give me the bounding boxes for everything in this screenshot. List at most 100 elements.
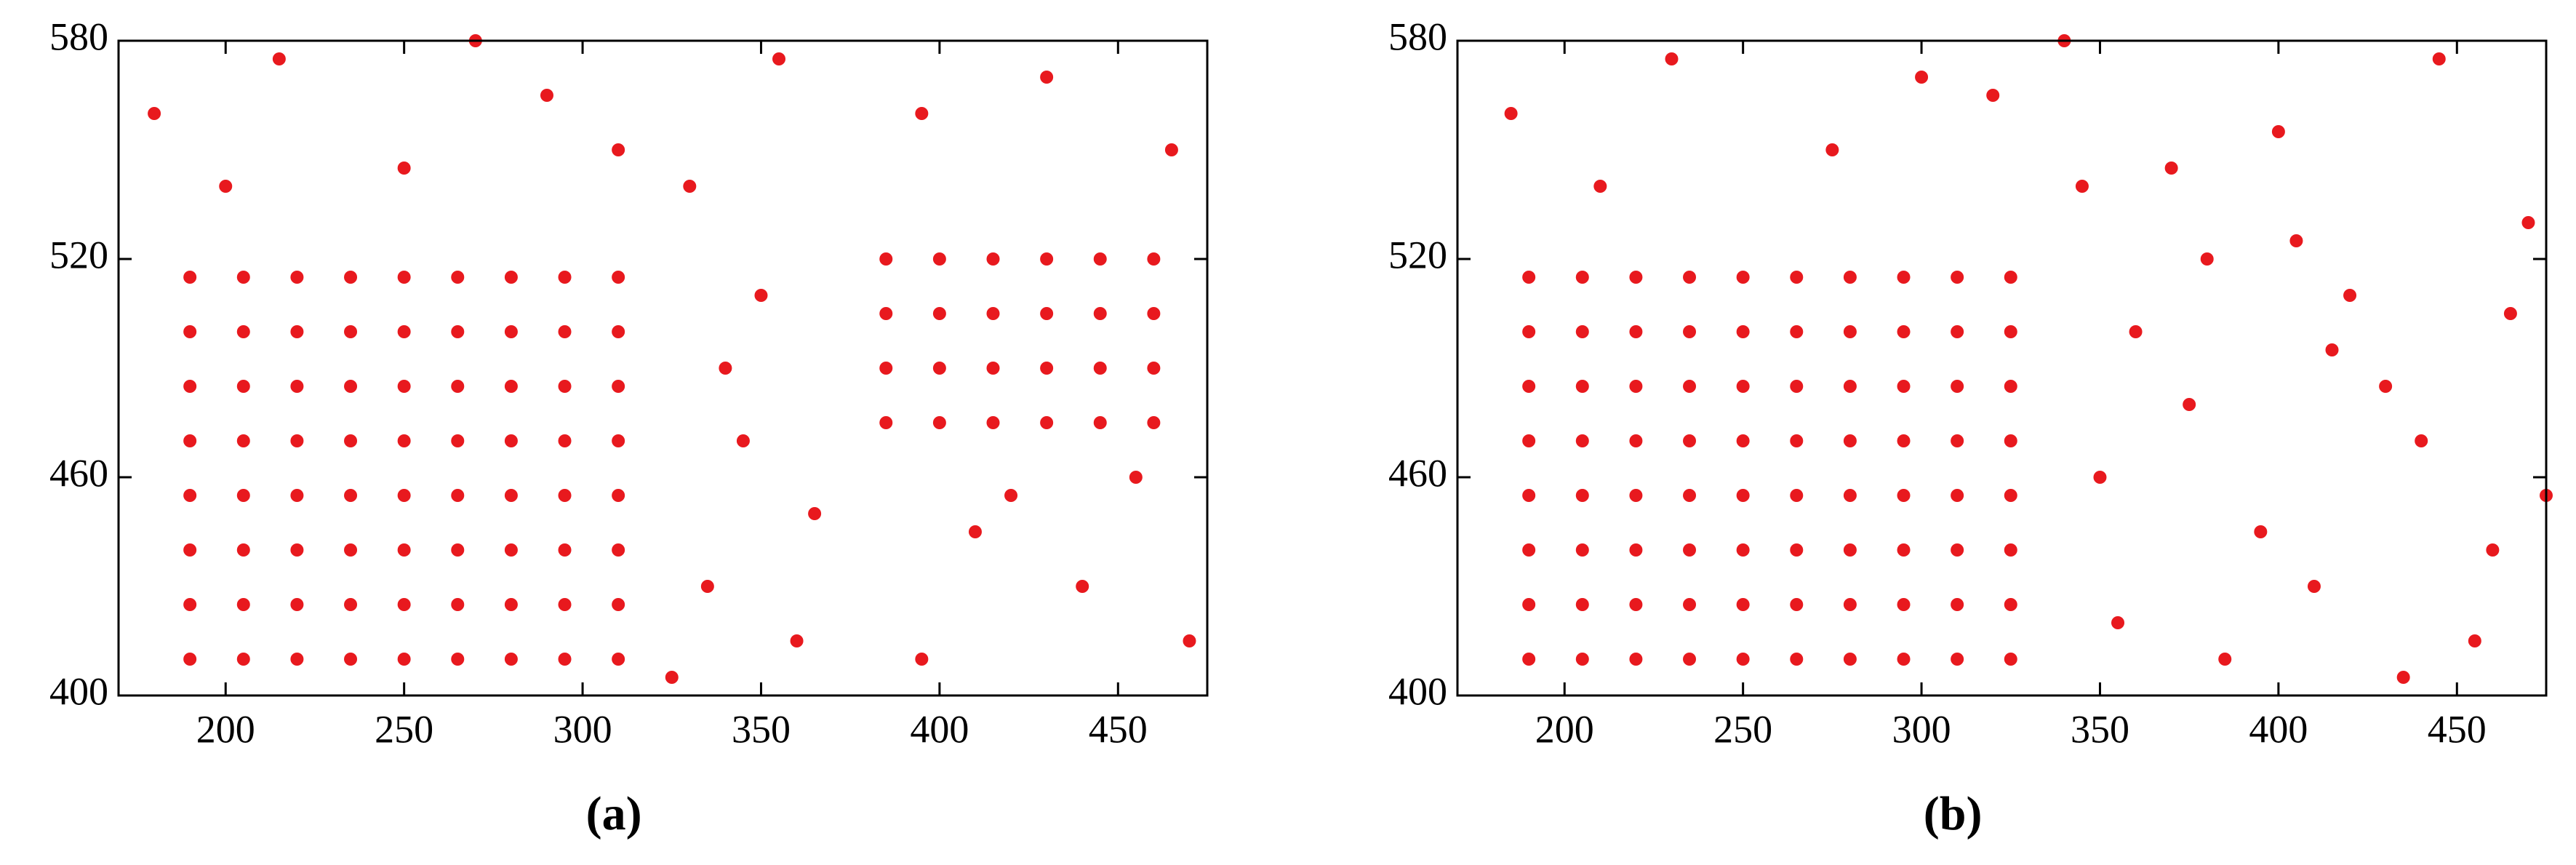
point bbox=[1951, 653, 1964, 666]
point bbox=[236, 434, 250, 447]
point bbox=[558, 271, 572, 284]
point bbox=[1629, 325, 1643, 338]
point bbox=[1522, 271, 1536, 284]
point bbox=[2396, 671, 2410, 684]
point bbox=[504, 489, 518, 502]
point bbox=[451, 434, 465, 447]
point bbox=[1629, 271, 1643, 284]
point bbox=[344, 653, 358, 666]
point bbox=[183, 380, 197, 393]
point bbox=[344, 325, 358, 338]
point bbox=[1736, 325, 1750, 338]
point bbox=[1843, 598, 1857, 611]
point bbox=[2289, 234, 2303, 247]
point bbox=[612, 598, 625, 611]
point bbox=[612, 653, 625, 666]
point bbox=[932, 252, 946, 266]
point bbox=[1040, 416, 1054, 429]
point bbox=[451, 489, 465, 502]
point bbox=[1164, 143, 1178, 156]
y-tick-label: 580 bbox=[1388, 15, 1447, 58]
point bbox=[1522, 489, 1536, 502]
x-tick-label: 400 bbox=[910, 707, 969, 751]
point bbox=[1629, 653, 1643, 666]
point bbox=[1629, 489, 1643, 502]
point bbox=[1790, 271, 1804, 284]
point bbox=[1843, 489, 1857, 502]
point bbox=[1040, 71, 1054, 84]
point bbox=[2111, 616, 2125, 629]
point bbox=[719, 362, 732, 375]
point bbox=[451, 325, 465, 338]
point bbox=[915, 653, 929, 666]
point bbox=[2218, 653, 2232, 666]
point bbox=[754, 289, 768, 302]
point bbox=[1575, 434, 1589, 447]
point bbox=[1683, 380, 1697, 393]
point bbox=[504, 434, 518, 447]
point bbox=[2325, 343, 2339, 356]
point bbox=[879, 252, 893, 266]
point bbox=[236, 653, 250, 666]
point bbox=[148, 107, 161, 120]
point bbox=[558, 653, 572, 666]
point bbox=[290, 380, 304, 393]
point bbox=[272, 52, 286, 65]
point bbox=[790, 634, 804, 647]
point bbox=[397, 325, 411, 338]
x-tick-label: 450 bbox=[2428, 707, 2487, 751]
point bbox=[1790, 598, 1804, 611]
point bbox=[2379, 380, 2393, 393]
point bbox=[2415, 434, 2428, 447]
point bbox=[1093, 416, 1107, 429]
point bbox=[736, 434, 750, 447]
point bbox=[1040, 307, 1054, 320]
point bbox=[1683, 653, 1697, 666]
point bbox=[1843, 434, 1857, 447]
point bbox=[290, 434, 304, 447]
point bbox=[1093, 252, 1107, 266]
point bbox=[344, 434, 358, 447]
point bbox=[344, 489, 358, 502]
point bbox=[1683, 271, 1697, 284]
point bbox=[344, 380, 358, 393]
panel-caption: (a) bbox=[586, 787, 642, 840]
point bbox=[1790, 380, 1804, 393]
point bbox=[1629, 434, 1643, 447]
point bbox=[2004, 489, 2017, 502]
point bbox=[2521, 216, 2535, 229]
point bbox=[1575, 380, 1589, 393]
point bbox=[1843, 325, 1857, 338]
point bbox=[1951, 489, 1964, 502]
point bbox=[1951, 380, 1964, 393]
point bbox=[1504, 107, 1518, 120]
point bbox=[1076, 580, 1089, 593]
point bbox=[1093, 362, 1107, 375]
point bbox=[1004, 489, 1018, 502]
point bbox=[290, 271, 304, 284]
point bbox=[2004, 543, 2017, 557]
point bbox=[1683, 325, 1697, 338]
point bbox=[344, 271, 358, 284]
point bbox=[558, 380, 572, 393]
point bbox=[451, 653, 465, 666]
point bbox=[2307, 580, 2321, 593]
point bbox=[1522, 653, 1536, 666]
plot-frame bbox=[1456, 39, 2548, 697]
point bbox=[1683, 543, 1697, 557]
point bbox=[1986, 89, 2000, 102]
y-tick-label: 460 bbox=[49, 451, 108, 495]
point bbox=[1897, 325, 1911, 338]
point bbox=[986, 416, 1000, 429]
point bbox=[1629, 543, 1643, 557]
point bbox=[451, 271, 465, 284]
point bbox=[183, 325, 197, 338]
point bbox=[2004, 653, 2017, 666]
point bbox=[2254, 525, 2268, 538]
point bbox=[183, 271, 197, 284]
point bbox=[2164, 162, 2178, 175]
point bbox=[1736, 598, 1750, 611]
point bbox=[1790, 325, 1804, 338]
x-tick-label: 250 bbox=[1713, 707, 1772, 751]
